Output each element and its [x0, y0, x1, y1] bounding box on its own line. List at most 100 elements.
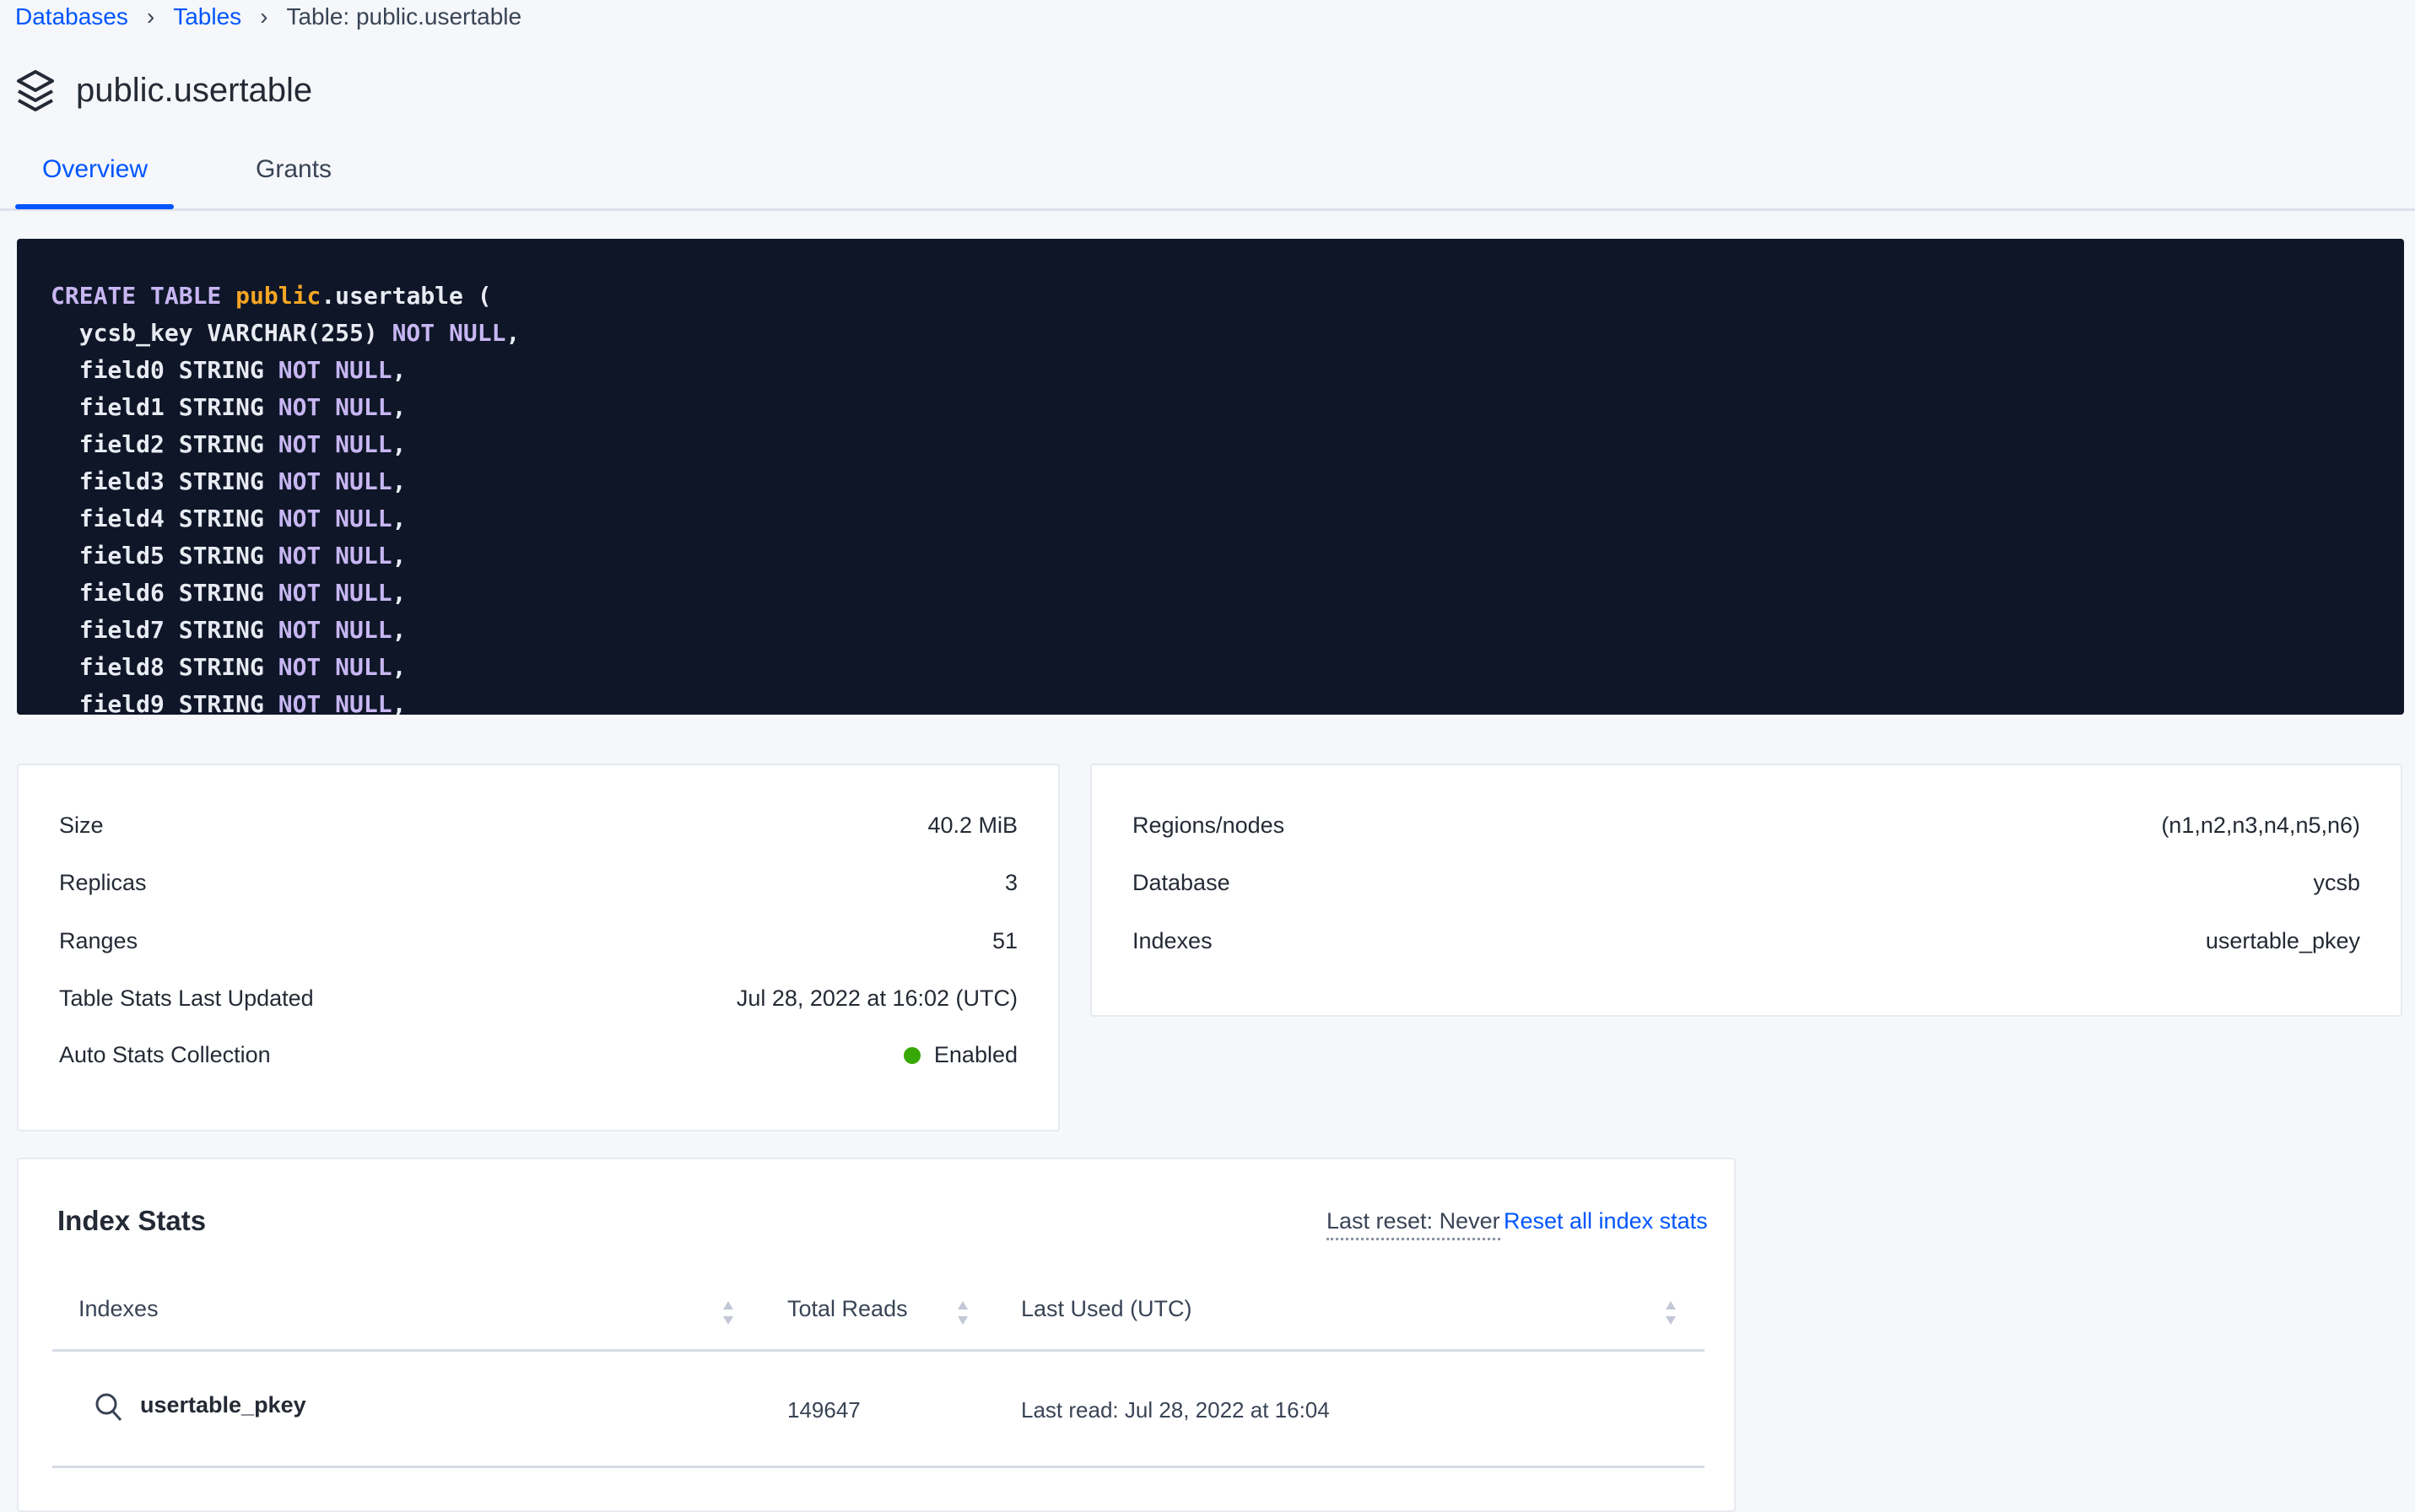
column-header-last-used[interactable]: Last Used (UTC) [1021, 1296, 1192, 1321]
value: 3 [1004, 870, 1018, 895]
code-token: , [392, 393, 407, 421]
column-header-total-reads[interactable]: Total Reads [787, 1296, 908, 1321]
code-token: , [392, 690, 407, 715]
page-header: public.usertable [15, 69, 312, 111]
code-line: field1 STRING NOT NULL, [51, 389, 2370, 426]
label: Database [1132, 870, 1230, 895]
summary-row-ranges: Ranges 51 [59, 928, 1018, 954]
code-token: field6 STRING [51, 579, 278, 607]
code-line: CREATE TABLE public.usertable ( [51, 278, 2370, 315]
code-line: field8 STRING NOT NULL, [51, 649, 2370, 686]
code-token: field1 STRING [51, 393, 278, 421]
code-token: NOT NULL [278, 467, 392, 495]
table-summary-card: Size 40.2 MiB Replicas 3 Ranges 51 Table St… [17, 764, 1060, 1131]
value: 51 [991, 928, 1018, 953]
code-token: NOT NULL [278, 690, 392, 715]
last-reset-label: Last reset: Never [1326, 1208, 1500, 1240]
chevron-right-icon: › [146, 3, 155, 30]
label: Auto Stats Collection [59, 1042, 271, 1067]
tab-grants[interactable]: Grants [256, 155, 332, 183]
code-token: , [392, 430, 407, 458]
value: 40.2 MiB [927, 813, 1018, 838]
value: Jul 28, 2022 at 16:02 (UTC) [736, 986, 1018, 1011]
header-divider [52, 1349, 1705, 1352]
code-token: NOT NULL [278, 505, 392, 532]
table-location-card: Regions/nodes (n1,n2,n3,n4,n5,n6) Databas… [1090, 764, 2402, 1017]
search-icon [95, 1393, 122, 1422]
code-token: , [392, 616, 407, 644]
sort-icon[interactable] [956, 1299, 970, 1326]
summary-row-auto-stats: Auto Stats Collection Enabled [59, 1042, 1018, 1068]
code-line: field7 STRING NOT NULL, [51, 612, 2370, 649]
code-token: , [505, 319, 521, 347]
column-header-indexes[interactable]: Indexes [78, 1296, 159, 1321]
code-line: ycsb_key VARCHAR(255) NOT NULL, [51, 315, 2370, 352]
code-token: field9 STRING [51, 690, 278, 715]
summary-row-size: Size 40.2 MiB [59, 813, 1018, 839]
breadcrumb-current: Table: public.usertable [286, 3, 522, 30]
code-token: field8 STRING [51, 653, 278, 681]
code-token: CREATE TABLE [51, 282, 236, 310]
sort-icon[interactable] [1664, 1299, 1678, 1326]
label: Table Stats Last Updated [59, 986, 314, 1011]
create-statement-code: CREATE TABLE public.usertable ( ycsb_key… [17, 239, 2404, 715]
code-token: field0 STRING [51, 356, 278, 384]
value: usertable_pkey [2205, 928, 2360, 953]
code-line: field5 STRING NOT NULL, [51, 537, 2370, 575]
code-token: NOT NULL [278, 356, 392, 384]
label: Regions/nodes [1132, 813, 1285, 838]
status: Enabled [903, 1042, 1018, 1068]
code-line: field9 STRING NOT NULL, [51, 686, 2370, 715]
summary-row-replicas: Replicas 3 [59, 870, 1018, 896]
code-token: NOT NULL [278, 542, 392, 570]
tab-bar: Overview Grants [0, 143, 2415, 211]
code-line: field2 STRING NOT NULL, [51, 426, 2370, 463]
code-line: field6 STRING NOT NULL, [51, 575, 2370, 612]
code-token: field2 STRING [51, 430, 278, 458]
summary-row-database: Database ycsb [1132, 870, 2360, 896]
code-token: field4 STRING [51, 505, 278, 532]
breadcrumb-databases[interactable]: Databases [15, 3, 128, 30]
code-token: , [392, 579, 407, 607]
label: Indexes [1132, 928, 1213, 953]
code-token: NOT NULL [278, 430, 392, 458]
index-stats-title: Index Stats [57, 1205, 207, 1236]
sort-icon[interactable] [721, 1299, 735, 1326]
code-token: NOT NULL [278, 579, 392, 607]
index-stats-card: Index Stats Last reset: Never Reset all … [17, 1158, 1736, 1512]
code-token: , [392, 467, 407, 495]
code-token: NOT NULL [278, 393, 392, 421]
last-used-value: Last read: Jul 28, 2022 at 16:04 [1021, 1397, 1330, 1423]
table-row: usertable_pkey 149647 Last read: Jul 28,… [52, 1352, 1705, 1468]
code-token: , [392, 356, 407, 384]
status-text: Enabled [933, 1042, 1018, 1067]
value: (n1,n2,n3,n4,n5,n6) [2161, 813, 2360, 838]
breadcrumb-tables[interactable]: Tables [173, 3, 242, 30]
index-name-link[interactable]: usertable_pkey [140, 1392, 306, 1418]
total-reads-value: 149647 [787, 1397, 861, 1423]
value: ycsb [2313, 870, 2360, 895]
label: Ranges [59, 928, 138, 953]
page-title: public.usertable [76, 71, 313, 109]
code-token: NOT NULL [392, 319, 506, 347]
label: Replicas [59, 870, 147, 895]
stack-icon [17, 70, 54, 111]
code-token: public [235, 282, 321, 310]
breadcrumb: Databases › Tables › Table: public.usert… [15, 3, 521, 30]
code-line: field4 STRING NOT NULL, [51, 500, 2370, 537]
reset-index-stats-link[interactable]: Reset all index stats [1504, 1208, 1708, 1234]
status-dot-icon [903, 1047, 921, 1064]
code-token: NOT NULL [278, 616, 392, 644]
code-token: field7 STRING [51, 616, 278, 644]
code-line: field3 STRING NOT NULL, [51, 463, 2370, 500]
summary-row-stats-updated: Table Stats Last Updated Jul 28, 2022 at … [59, 986, 1018, 1012]
code-token: NOT NULL [278, 653, 392, 681]
code-token: field3 STRING [51, 467, 278, 495]
code-token: , [392, 653, 407, 681]
code-token: , [392, 542, 407, 570]
tab-overview[interactable]: Overview [42, 155, 149, 183]
code-token: ycsb_key VARCHAR(255) [51, 319, 392, 347]
code-token: , [392, 505, 407, 532]
chevron-right-icon: › [260, 3, 268, 30]
label: Size [59, 813, 104, 838]
